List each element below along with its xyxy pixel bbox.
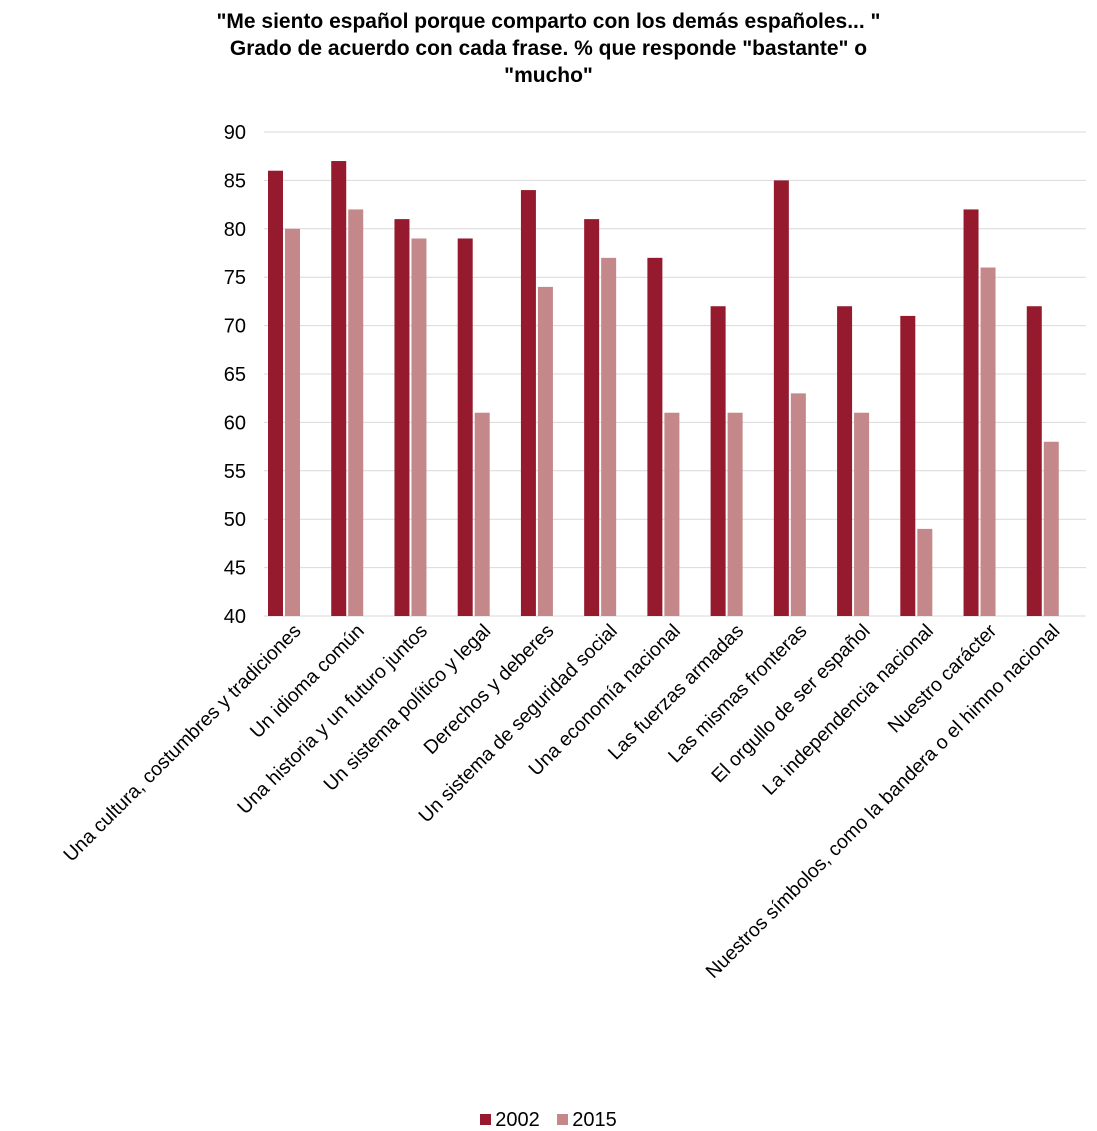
y-tick-label: 45 — [224, 558, 246, 580]
bar-2002 — [520, 190, 536, 616]
legend-swatch-2015 — [557, 1114, 569, 1125]
bar-2015 — [790, 393, 806, 616]
legend-item-2015: 2015 — [557, 1109, 617, 1131]
y-tick-label: 60 — [224, 412, 246, 434]
bar-2002 — [900, 315, 916, 616]
bar-2002 — [457, 238, 473, 617]
bar-2015 — [980, 267, 996, 616]
y-tick-label: 40 — [224, 606, 246, 628]
y-tick-label: 55 — [224, 461, 246, 483]
bar-2002 — [584, 219, 600, 616]
x-axis-labels: Una cultura, costumbres y tradicionesUn … — [59, 620, 1064, 983]
legend-swatch-2002 — [480, 1114, 492, 1125]
bar-2002 — [647, 257, 663, 616]
chart-title-line-1: "Me siento español porque comparto con l… — [216, 10, 881, 33]
bar-2002 — [710, 306, 726, 616]
legend-label-2002: 2002 — [495, 1108, 540, 1131]
y-tick-label: 90 — [224, 122, 246, 144]
chart-title-line-2: Grado de acuerdo con cada frase. % que r… — [229, 37, 868, 60]
bars — [268, 161, 1059, 617]
y-tick-label: 75 — [224, 267, 246, 289]
chart-title: "Me siento español porque comparto con l… — [0, 8, 1097, 89]
bar-2015 — [854, 412, 870, 616]
bar-2015 — [474, 412, 490, 616]
bar-2015 — [285, 228, 300, 617]
bar-2002 — [394, 219, 410, 616]
y-tick-label: 85 — [224, 170, 246, 192]
y-tick-label: 80 — [224, 219, 246, 241]
y-tick-label: 50 — [224, 509, 246, 531]
bar-chart: 40 45 50 55 60 65 70 75 80 85 90 Una cultura, cost… — [59, 122, 1086, 983]
bar-2015 — [1043, 441, 1059, 616]
bar-2002 — [268, 170, 283, 616]
bar-2002 — [331, 161, 347, 617]
legend: 2002 2015 — [0, 1108, 1097, 1131]
bar-2015 — [601, 257, 617, 616]
bar-2002 — [1026, 306, 1042, 616]
bar-2002 — [963, 209, 979, 616]
x-tick-label: Nuestro carácter — [884, 620, 1002, 738]
x-tick-label: Un idioma común — [246, 620, 369, 743]
bar-2002 — [773, 180, 789, 616]
y-tick-label: 65 — [224, 364, 246, 386]
legend-label-2015: 2015 — [572, 1108, 617, 1131]
bar-2015 — [727, 412, 743, 616]
bar-2015 — [917, 528, 933, 616]
y-axis: 40 45 50 55 60 65 70 75 80 85 90 — [224, 122, 246, 628]
bar-2015 — [537, 286, 553, 616]
x-tick-label: Una cultura, costumbres y tradiciones — [59, 620, 305, 866]
legend-item-2002: 2002 — [480, 1109, 540, 1131]
bar-2015 — [664, 412, 680, 616]
y-tick-label: 70 — [224, 316, 246, 338]
bar-2015 — [348, 209, 364, 616]
bar-2002 — [837, 306, 853, 616]
chart-title-line-3: "mucho" — [504, 64, 593, 87]
bar-2015 — [411, 238, 427, 617]
